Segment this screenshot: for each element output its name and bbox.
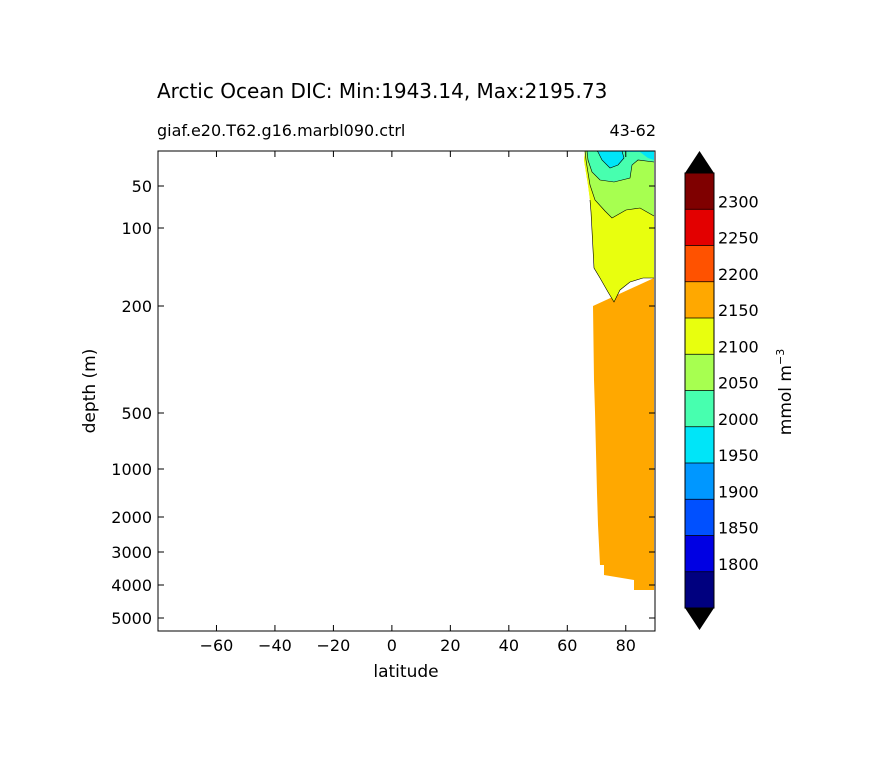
x-tick-label: −20 [317, 636, 351, 655]
plot-frame [157, 150, 656, 632]
colorbar-swatch [685, 354, 714, 391]
x-tick-label: −40 [258, 636, 292, 655]
colorbar-tick-label: 2150 [718, 301, 759, 320]
y-tick-label: 50 [132, 177, 152, 196]
x-tick-label: −60 [200, 636, 234, 655]
colorbar-label-exponent: −3 [774, 349, 787, 365]
colorbar-swatch [685, 499, 714, 536]
band-1950-2000 [597, 151, 654, 168]
colorbar-tick-label: 1950 [718, 446, 759, 465]
colorbar-tick-label: 1900 [718, 482, 759, 501]
y-tick-label: 100 [121, 219, 152, 238]
x-axis: −60 −40 −20 0 20 40 60 80 [200, 151, 636, 655]
plot-background [158, 151, 655, 631]
colorbar-tick-label: 2250 [718, 229, 759, 248]
colorbar-label: mmol m−3 [774, 349, 796, 435]
colorbar-swatch [685, 535, 714, 572]
colorbar-swatch [685, 173, 714, 210]
colorbar-swatch [685, 426, 714, 463]
x-tick-label: 0 [387, 636, 397, 655]
colorbar-tick-label: 1800 [718, 555, 759, 574]
colorbar-extend-min [685, 608, 714, 630]
y-tick-label: 2000 [111, 508, 152, 527]
plot-area [157, 150, 656, 632]
x-tick-label: 60 [557, 636, 577, 655]
contour-line-2050 [586, 150, 655, 183]
x-tick-label: 20 [440, 636, 460, 655]
x-axis-label: latitude [373, 662, 438, 682]
contour-line-2150 [589, 199, 654, 303]
colorbar-tick-label: 2300 [718, 192, 759, 211]
y-axis: 50 100 200 500 1000 2000 3000 4000 5000 [111, 177, 655, 628]
colorbar-label-unit: mmol m [776, 365, 796, 435]
y-tick-label: 4000 [111, 576, 152, 595]
colorbar-swatch [685, 390, 714, 427]
colorbar-tick-label: 2100 [718, 337, 759, 356]
colorbar-swatch [685, 281, 714, 318]
y-tick-label: 5000 [111, 609, 152, 628]
colorbar-tick-label: 2050 [718, 374, 759, 393]
x-tick-label: 80 [616, 636, 636, 655]
colorbar-tick-label: 2000 [718, 410, 759, 429]
colorbar-tick-label: 2200 [718, 265, 759, 284]
chart-title: Arctic Ocean DIC: Min:1943.14, Max:2195.… [157, 79, 607, 103]
chart-subtitle-case: giaf.e20.T62.g16.marbl090.ctrl [157, 121, 405, 140]
colorbar-tick-label: 1850 [718, 519, 759, 538]
y-tick-label: 1000 [111, 460, 152, 479]
x-tick-label: 40 [499, 636, 519, 655]
y-tick-label: 3000 [111, 543, 152, 562]
y-tick-label: 500 [121, 404, 152, 423]
colorbar: 1800 1850 1900 1950 2000 2050 2100 2150 2200 2250… [684, 151, 759, 630]
chart-subtitle-years: 43-62 [610, 121, 657, 140]
colorbar-swatch [685, 318, 714, 355]
contour-line-2000 [596, 150, 625, 169]
contour-line-2100 [584, 150, 655, 219]
colorbar-swatch [685, 571, 714, 608]
y-tick-label: 200 [121, 297, 152, 316]
colorbar-swatch [685, 463, 714, 500]
colorbar-swatch [685, 245, 714, 282]
y-axis-label: depth (m) [80, 349, 100, 434]
colorbar-swatch [685, 209, 714, 246]
colorbar-extend-max [685, 151, 714, 173]
